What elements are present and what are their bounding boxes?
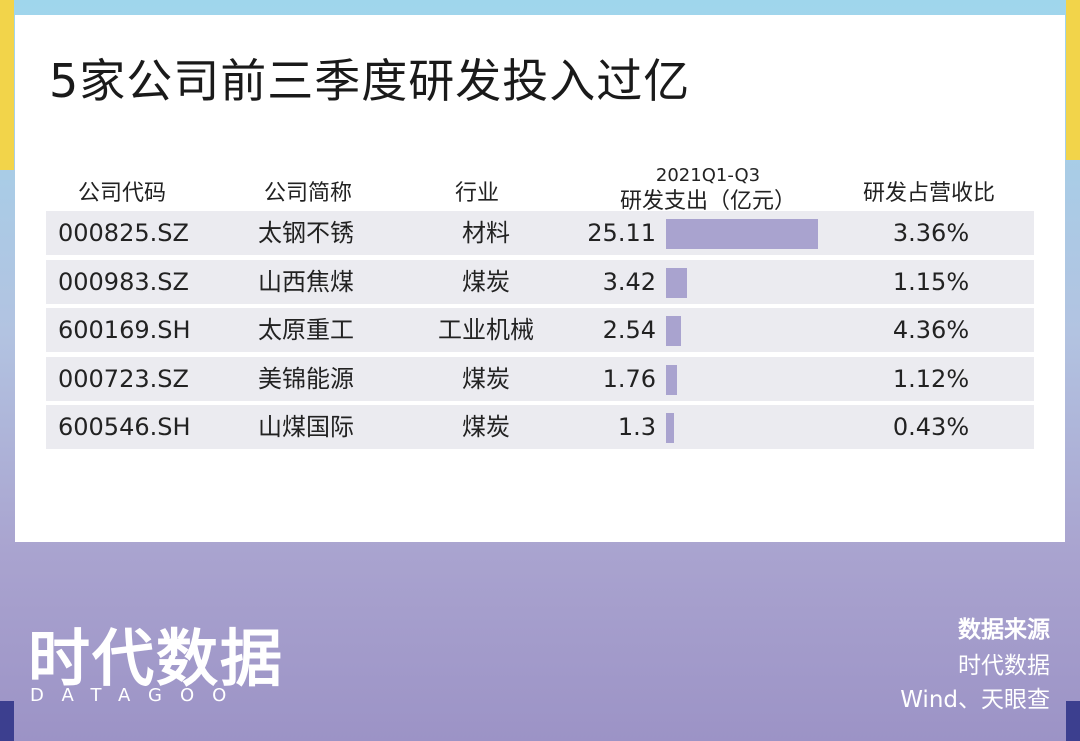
rd-value-label: 2.54 [602, 316, 656, 344]
rd-ratio: 3.36% [892, 219, 970, 247]
industry: 煤炭 [462, 413, 510, 441]
header-ratio: 研发占营收比 [863, 181, 996, 206]
rd-value-label: 3.42 [602, 267, 656, 296]
rd-value-label: 25.11 [587, 219, 656, 247]
company-code: 000825.SZ [58, 219, 189, 247]
logo-text: 时代数据 [28, 622, 285, 695]
rd-ratio: 1.12% [892, 364, 970, 393]
navy-stripe-left [0, 701, 14, 741]
rd-ratio: 0.43% [892, 413, 970, 441]
header-industry: 行业 [455, 181, 500, 206]
rd-bar [666, 267, 687, 298]
table-row: 600169.SH 太原重工 工业机械 2.54 4.36% [46, 308, 1034, 352]
rd-ratio: 4.36% [892, 316, 970, 344]
rd-value-label: 1.76 [602, 364, 656, 393]
table-row: 000825.SZ 太钢不锈 材料 25.11 3.36% [46, 211, 1034, 255]
header-rd-label: 研发支出（亿元） [619, 189, 796, 214]
company-code: 600169.SH [58, 316, 191, 344]
header-rd-period: 2021Q1-Q3 [655, 165, 761, 186]
header-rd: 2021Q1-Q3 研发支出（亿元） [578, 163, 838, 215]
company-name: 山煤国际 [258, 413, 354, 441]
header-name: 公司简称 [264, 181, 353, 206]
logo-subtext: DATAGOO [30, 685, 245, 706]
company-name: 太钢不锈 [258, 219, 354, 247]
rd-bar [666, 364, 677, 395]
header-code: 公司代码 [78, 181, 167, 206]
company-code: 000723.SZ [58, 364, 189, 393]
industry: 工业机械 [438, 316, 534, 344]
yellow-stripe-right [1066, 0, 1080, 160]
page-title: 5家公司前三季度研发投入过亿 [49, 54, 691, 108]
industry: 煤炭 [462, 267, 510, 296]
rd-ratio: 1.15% [892, 267, 970, 296]
industry: 煤炭 [462, 364, 510, 393]
company-code: 600546.SH [58, 413, 191, 441]
company-name: 美锦能源 [258, 364, 354, 393]
source-line-1: 时代数据 [958, 653, 1050, 679]
rd-bar [666, 219, 818, 249]
company-name: 山西焦煤 [258, 267, 354, 296]
rd-value-label: 1.3 [617, 413, 656, 441]
rd-bar [666, 316, 682, 346]
yellow-stripe-left [0, 0, 14, 170]
table-row: 600546.SH 山煤国际 煤炭 1.3 0.43% [46, 405, 1034, 449]
table-card: 5家公司前三季度研发投入过亿 公司代码 公司简称 行业 2021Q1-Q3 研发… [15, 15, 1065, 542]
industry: 材料 [462, 219, 510, 247]
source-title: 数据来源 [958, 617, 1050, 643]
table-row: 000983.SZ 山西焦煤 煤炭 3.42 1.15% [46, 259, 1034, 304]
rd-bar [666, 413, 674, 443]
navy-stripe-right [1066, 701, 1080, 741]
table-row: 000723.SZ 美锦能源 煤炭 1.76 1.12% [46, 356, 1034, 401]
company-name: 太原重工 [258, 316, 354, 344]
source-line-2: Wind、天眼查 [900, 687, 1050, 713]
company-code: 000983.SZ [58, 267, 189, 296]
